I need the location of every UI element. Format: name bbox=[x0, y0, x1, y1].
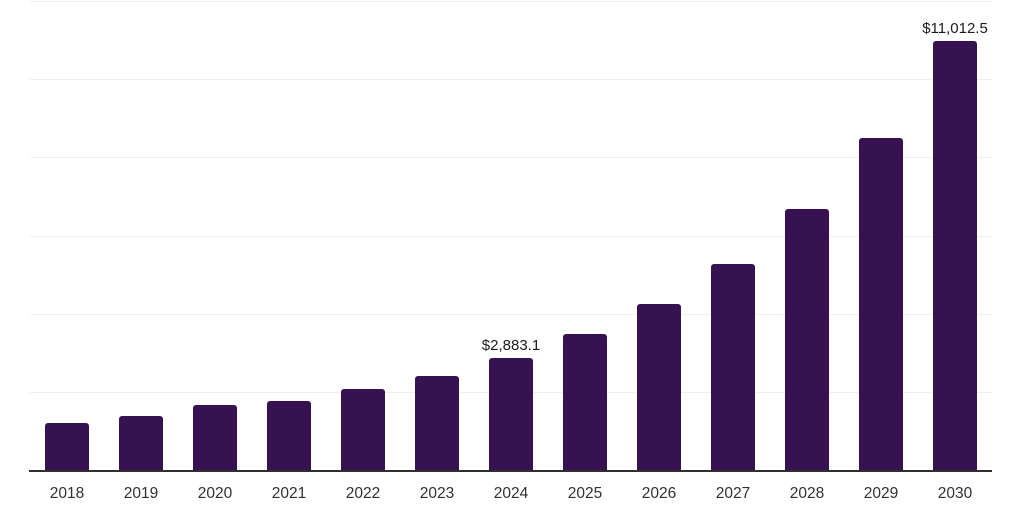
x-tick-label-2030: 2030 bbox=[937, 485, 973, 502]
x-tick-label-2021: 2021 bbox=[271, 485, 307, 502]
bar-2026 bbox=[637, 303, 681, 471]
gridline-4000 bbox=[30, 313, 992, 315]
x-tick-label-2022: 2022 bbox=[345, 485, 381, 502]
x-tick-label-2027: 2027 bbox=[715, 485, 751, 502]
x-tick-label-2023: 2023 bbox=[419, 485, 455, 502]
bar-2024 bbox=[489, 358, 533, 471]
value-label-2030: $11,012.5 bbox=[922, 19, 988, 37]
gridline-8000 bbox=[30, 157, 992, 159]
gridline-6000 bbox=[30, 235, 992, 237]
value-label-2024: $2,883.1 bbox=[481, 337, 541, 355]
x-tick-label-2020: 2020 bbox=[197, 485, 233, 502]
bar-2020 bbox=[193, 404, 237, 471]
x-tick-label-2024: 2024 bbox=[493, 485, 529, 502]
x-tick-label-2026: 2026 bbox=[641, 485, 677, 502]
gridline-12000 bbox=[30, 1, 992, 2]
bar-2025 bbox=[563, 334, 607, 471]
bar-2022 bbox=[341, 388, 385, 471]
bar-2019 bbox=[119, 416, 163, 471]
gridline-10000 bbox=[30, 79, 992, 81]
bar-2023 bbox=[415, 376, 459, 471]
x-tick-label-2018: 2018 bbox=[49, 485, 85, 502]
x-tick-label-2019: 2019 bbox=[123, 485, 159, 502]
x-tick-label-2025: 2025 bbox=[567, 485, 603, 502]
bar-2029 bbox=[859, 138, 903, 471]
bar-2030 bbox=[933, 40, 977, 471]
x-tick-label-2028: 2028 bbox=[789, 485, 825, 502]
bar-2028 bbox=[785, 208, 829, 471]
x-tick-label-2029: 2029 bbox=[863, 485, 899, 502]
bar-2018 bbox=[45, 422, 89, 471]
bar-2027 bbox=[711, 264, 755, 471]
bar-2021 bbox=[267, 401, 311, 471]
x-axis-line bbox=[29, 470, 992, 472]
